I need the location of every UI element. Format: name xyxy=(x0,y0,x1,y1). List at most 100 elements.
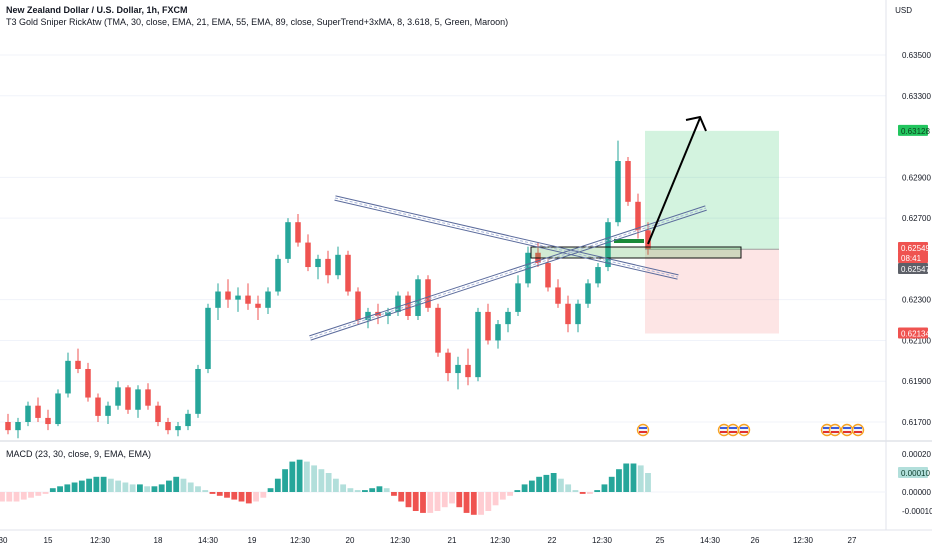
macd-bar xyxy=(470,492,477,515)
macd-bar xyxy=(71,482,78,492)
candle-body xyxy=(295,222,301,243)
event-flag-stripe xyxy=(720,427,728,429)
macd-bar xyxy=(253,492,259,502)
candle-body xyxy=(205,307,211,369)
macd-bar xyxy=(565,484,572,492)
macd-badge xyxy=(898,467,928,478)
candle-body xyxy=(475,311,481,378)
long-position-tool[interactable] xyxy=(645,130,779,334)
price-badge xyxy=(898,263,928,274)
macd-legend[interactable]: MACD (23, 30, close, 9, EMA, EMA) xyxy=(6,449,152,459)
macd-bar xyxy=(86,478,93,492)
time-tick-label: 26 xyxy=(751,536,760,545)
event-flag[interactable] xyxy=(851,423,865,437)
event-flag-stripe xyxy=(639,427,647,429)
candle-body xyxy=(5,422,11,431)
event-flag[interactable] xyxy=(737,423,751,437)
macd-bar xyxy=(354,490,361,492)
macd-bar xyxy=(166,480,172,492)
macd-bar xyxy=(296,459,303,492)
candle-body xyxy=(225,291,231,300)
candle-body xyxy=(335,254,341,276)
time-tick-label: 25 xyxy=(656,536,665,545)
event-flag-stripe xyxy=(831,431,839,433)
macd-bar xyxy=(100,476,107,492)
candle-body xyxy=(95,397,101,416)
channel-edge xyxy=(310,209,707,341)
time-tick-label: 27 xyxy=(848,536,857,545)
event-flag-stripe xyxy=(729,427,737,429)
macd-bar xyxy=(347,488,354,492)
macd-bar xyxy=(332,478,339,492)
candle-body xyxy=(75,360,81,369)
channel-edge xyxy=(334,199,678,280)
event-flag-ring xyxy=(737,423,751,437)
price-badge-label: 08:41 xyxy=(901,254,922,263)
symbol-title[interactable]: New Zealand Dollar / U.S. Dollar, 1h, FX… xyxy=(6,5,188,15)
candle-body xyxy=(115,387,121,406)
macd-bar xyxy=(485,492,492,511)
macd-bar xyxy=(557,478,564,492)
candle-body xyxy=(275,258,281,292)
candle-body xyxy=(165,422,171,431)
candle-body xyxy=(395,295,401,312)
drawings[interactable] xyxy=(309,115,742,341)
candle-body xyxy=(195,368,201,414)
candle-body xyxy=(435,307,441,353)
candle-body xyxy=(25,405,31,422)
macd-bar xyxy=(260,492,267,498)
macd-bar xyxy=(630,463,637,492)
event-flag[interactable] xyxy=(717,423,731,437)
macd-bar xyxy=(340,484,347,492)
time-tick-label: 12:30 xyxy=(390,536,411,545)
macd-bar xyxy=(572,490,579,492)
macd-bar xyxy=(318,469,325,492)
candle-body xyxy=(555,287,561,304)
time-tick-label: 12:30 xyxy=(793,536,814,545)
candle-body xyxy=(385,311,391,316)
price-tick-label: 0.63300 xyxy=(902,92,931,101)
macd-bar xyxy=(543,474,550,492)
event-flag-stripe xyxy=(823,427,831,429)
event-flag-ring xyxy=(636,423,650,437)
macd-bar xyxy=(420,492,426,513)
study-legend[interactable]: T3 Gold Sniper RickAtw (TMA, 30, close, … xyxy=(6,17,509,27)
macd-bar xyxy=(158,484,165,492)
candle-body xyxy=(585,283,591,304)
macd-bar xyxy=(521,484,528,492)
macd-bar xyxy=(151,486,158,492)
candle-body xyxy=(415,279,421,316)
macd-bar xyxy=(0,492,5,502)
macd-bar xyxy=(601,484,608,492)
macd-bar xyxy=(303,461,310,492)
candlesticks xyxy=(5,140,651,439)
target-zone xyxy=(645,130,779,250)
event-flag-stripe xyxy=(831,427,839,429)
macd-bar xyxy=(579,492,586,494)
macd-bar xyxy=(180,478,187,492)
event-flag[interactable] xyxy=(726,423,740,437)
macd-bar xyxy=(456,492,463,508)
economic-events[interactable] xyxy=(636,423,865,437)
candle-body xyxy=(345,254,351,292)
macd-bar xyxy=(202,490,209,492)
currency-label: USD xyxy=(895,6,912,15)
time-tick-label: 12:30 xyxy=(592,536,613,545)
event-flag[interactable] xyxy=(828,423,842,437)
event-flag-stripe xyxy=(843,427,851,429)
macd-bar xyxy=(645,473,651,492)
candle-body xyxy=(615,161,621,223)
arrow-head xyxy=(685,115,707,132)
event-flag-stripe xyxy=(740,427,748,429)
macd-bar xyxy=(391,492,397,496)
entry-marker xyxy=(614,239,644,243)
time-tick-label: 22 xyxy=(548,536,557,545)
event-flag[interactable] xyxy=(840,423,854,437)
price-tick-label: 0.61900 xyxy=(902,377,931,386)
time-tick-label: 14:30 xyxy=(700,536,721,545)
event-flag[interactable] xyxy=(636,423,650,437)
macd-bar xyxy=(376,486,383,492)
price-badge xyxy=(898,242,928,253)
